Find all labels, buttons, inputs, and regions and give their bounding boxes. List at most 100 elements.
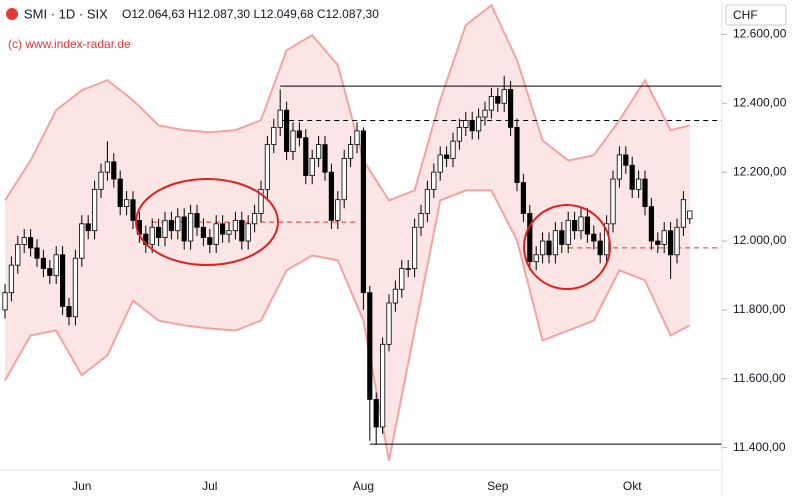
band-fill [5, 5, 690, 461]
x-tick-label: Jun [72, 479, 91, 493]
candle-body [392, 288, 399, 304]
candle-body [245, 223, 251, 242]
candle-body [482, 109, 488, 118]
candle-body [450, 140, 456, 159]
candle-body [507, 89, 514, 128]
candle-body [47, 268, 53, 276]
candle-body [431, 171, 437, 190]
candle-body [578, 216, 584, 232]
copyright-bg [4, 35, 158, 53]
candle-body [597, 240, 603, 256]
candle-body [546, 240, 552, 256]
x-tick-label: Okt [623, 479, 642, 493]
candle-body [85, 223, 91, 232]
candle-body [149, 226, 155, 245]
x-tick-label: Jul [202, 479, 217, 493]
candle-body [488, 96, 495, 111]
candle-body [501, 89, 507, 104]
candle-body [207, 237, 213, 245]
y-tick-label: 12.200,00 [733, 164, 787, 178]
x-tick-label: Sep [487, 479, 509, 493]
candle-body [514, 126, 520, 183]
candle-body [379, 343, 386, 428]
candle-body [8, 264, 14, 294]
candle-body [251, 213, 258, 225]
candle-body [162, 219, 168, 238]
y-tick-label: 11.600,00 [733, 371, 786, 385]
candle-body [168, 219, 174, 232]
currency-box[interactable] [725, 4, 787, 26]
candle-body [572, 219, 578, 232]
candle-body [328, 171, 335, 221]
candle-body [552, 230, 559, 256]
candle-body [40, 257, 47, 269]
candle-body [540, 240, 546, 256]
y-tick-label: 12.000,00 [733, 233, 787, 247]
candle-body [175, 216, 181, 232]
candle-body [15, 244, 21, 266]
candle-body [104, 161, 110, 173]
x-tick-label: Aug [353, 479, 374, 493]
candle-body [584, 216, 591, 235]
candle-body [661, 230, 667, 245]
symbol: SMI · 1D · SIX [24, 6, 108, 21]
currency[interactable]: CHF [733, 8, 758, 22]
candle-body [411, 226, 418, 269]
candle-body [200, 226, 206, 238]
candle-body [591, 233, 597, 242]
candle-body [623, 154, 629, 166]
annotation-ellipse [523, 204, 611, 290]
candle-body [239, 219, 245, 242]
flag-icon [6, 8, 18, 20]
candle-body [527, 213, 533, 263]
candle-body [296, 130, 303, 139]
candle-body [194, 213, 200, 228]
y-tick-label: 12.400,00 [733, 95, 787, 109]
candle-body [373, 399, 379, 428]
candle-body [315, 144, 322, 159]
candle-body [271, 126, 277, 146]
candle-body [283, 109, 290, 152]
candle-body [264, 144, 271, 190]
candle-body [130, 199, 136, 221]
candle-body [354, 130, 360, 146]
y-tick-label: 11.800,00 [733, 302, 786, 316]
candle-body [443, 154, 450, 159]
candle-body [456, 126, 463, 142]
candle-body [303, 137, 309, 177]
candle-body [309, 157, 315, 177]
candle-body [680, 199, 687, 228]
candle-body [616, 154, 623, 180]
candle-body [226, 230, 232, 235]
candle-body [636, 178, 642, 190]
candle-body [463, 120, 469, 128]
candle-body [277, 109, 283, 128]
candle-body [232, 219, 238, 232]
candle-body [642, 178, 648, 207]
candle-body [322, 144, 328, 173]
candle-body [520, 182, 527, 214]
candle-body [213, 223, 219, 245]
candle-body [495, 96, 501, 104]
candle-body [258, 188, 264, 214]
candle-body [687, 210, 693, 220]
candle-body [335, 199, 341, 221]
candle-body [53, 254, 59, 276]
candle-body [66, 306, 72, 318]
candle-body [610, 178, 616, 225]
candle-body [27, 237, 34, 249]
candle-body [111, 161, 117, 180]
candle-body [117, 178, 123, 207]
candle-body [399, 268, 405, 290]
candle-body [2, 292, 8, 311]
y-tick-label: 12.600,00 [733, 27, 787, 41]
candle-body [565, 219, 571, 245]
candle-body [181, 216, 187, 242]
candle-body [21, 237, 27, 245]
lower-band [4, 189, 691, 461]
candle-body [437, 154, 443, 173]
y-tick-label: 11.400,00 [733, 440, 786, 454]
candle-body [72, 257, 78, 318]
